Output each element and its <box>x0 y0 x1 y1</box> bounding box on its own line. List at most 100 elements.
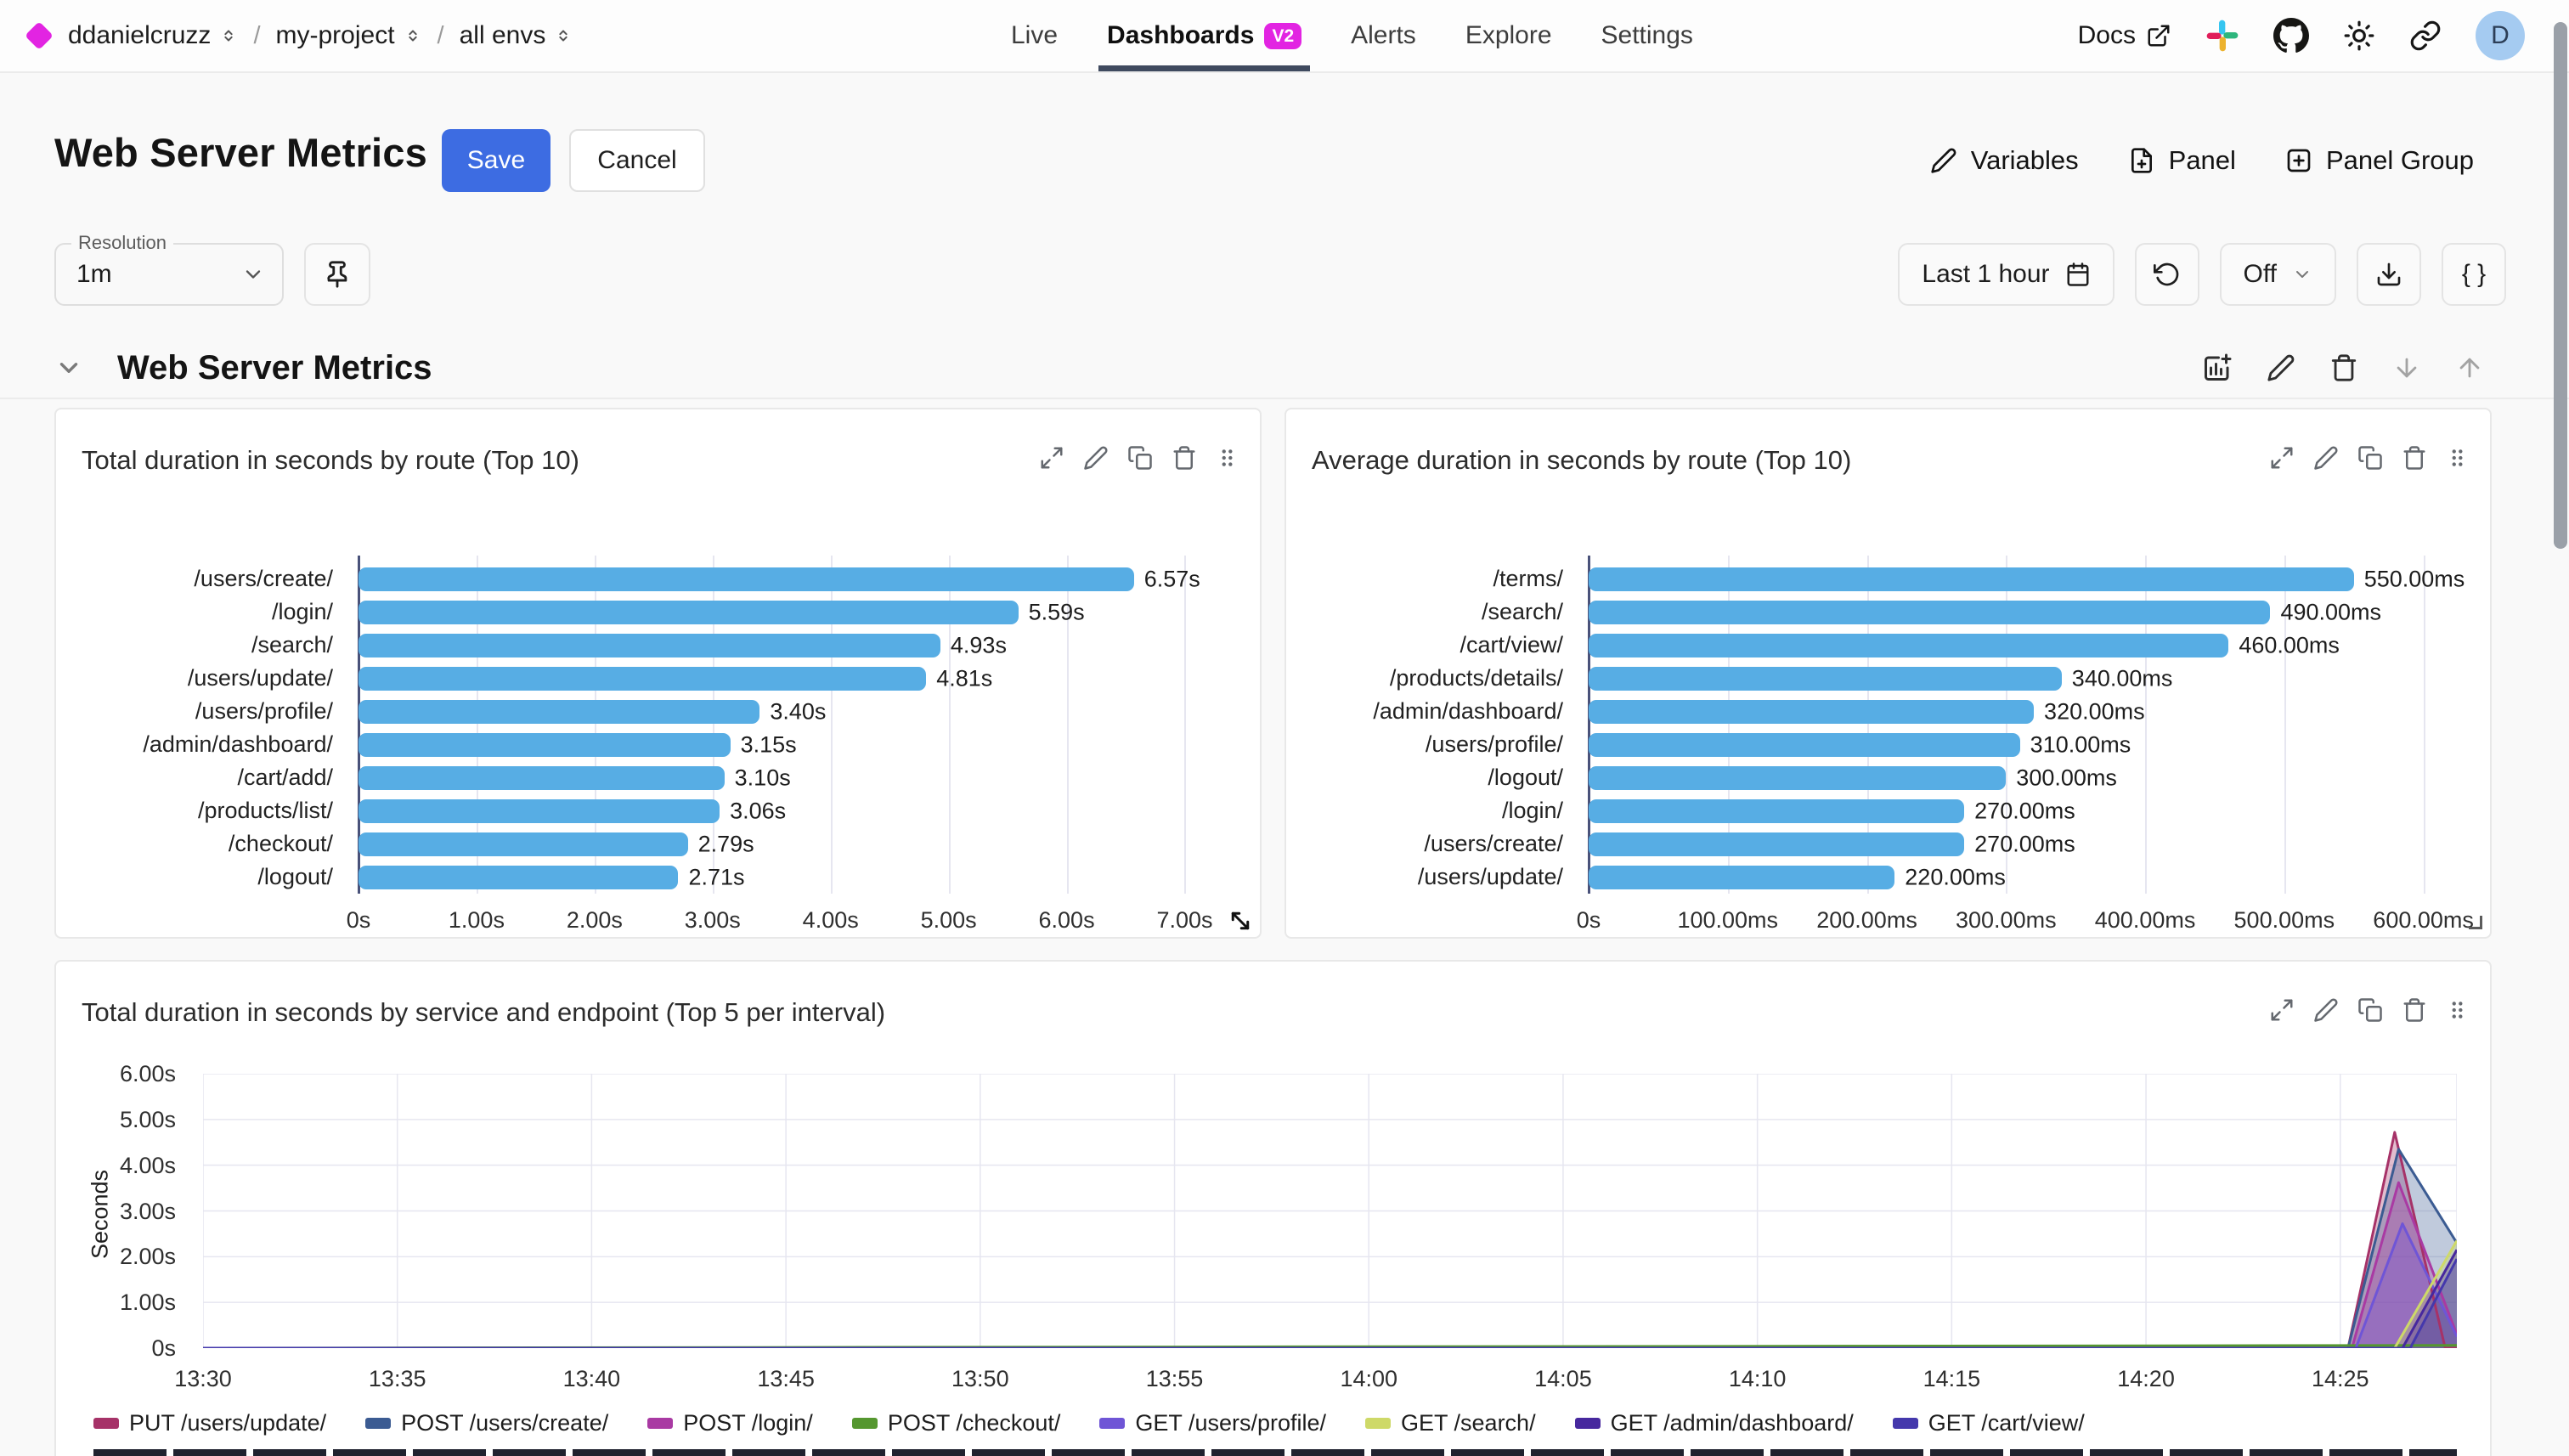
duplicate-panel-icon[interactable] <box>2357 997 2383 1023</box>
drag-handle-icon[interactable] <box>2446 997 2468 1023</box>
bar[interactable] <box>359 600 1019 624</box>
y-axis-ticks: 0s 1.00s 2.00s 3.00s 4.00s 5.00s 6.00s <box>56 962 176 1456</box>
project-selector[interactable]: my-project <box>276 21 422 50</box>
chevron-down-icon <box>2296 271 2308 278</box>
vertical-scrollbar[interactable] <box>2554 22 2567 549</box>
slack-link[interactable] <box>2205 19 2239 53</box>
bar[interactable] <box>359 567 1134 591</box>
add-panel-group-button[interactable]: Panel Group <box>2285 145 2474 176</box>
legend-item[interactable]: GET /admin/dashboard/ <box>1574 1410 1854 1436</box>
bar[interactable] <box>359 765 725 790</box>
move-section-down-icon[interactable] <box>2392 353 2421 382</box>
legend-item[interactable]: GET /search/ <box>1365 1410 1536 1436</box>
tab-live[interactable]: Live <box>1011 0 1058 71</box>
legend-item[interactable]: GET /cart/view/ <box>1892 1410 2085 1436</box>
bar-value-label: 3.15s <box>740 731 797 757</box>
duplicate-panel-icon[interactable] <box>2357 445 2383 471</box>
bar[interactable] <box>1589 699 2035 724</box>
x-tick-label: 13:35 <box>368 1366 426 1391</box>
gridline <box>1066 556 1069 894</box>
bar[interactable] <box>1589 732 2020 757</box>
add-chart-icon[interactable] <box>2202 353 2233 383</box>
v2-badge: V2 <box>1264 22 1302 49</box>
bar[interactable] <box>1589 666 2062 691</box>
delete-section-icon[interactable] <box>2329 353 2358 382</box>
cancel-button[interactable]: Cancel <box>569 129 705 192</box>
bar[interactable] <box>1589 600 2271 624</box>
series-area <box>203 1223 2457 1348</box>
env-selector[interactable]: all envs <box>460 21 573 50</box>
tab-settings[interactable]: Settings <box>1601 0 1693 71</box>
legend-item[interactable]: POST /users/create/ <box>365 1410 608 1436</box>
bar[interactable] <box>359 832 688 856</box>
share-link-button[interactable] <box>2409 20 2442 52</box>
delete-panel-icon[interactable] <box>2402 445 2427 471</box>
theme-toggle[interactable] <box>2343 20 2375 52</box>
bar[interactable] <box>1589 799 1965 823</box>
section-actions <box>2202 353 2484 383</box>
edit-section-icon[interactable] <box>2267 353 2295 382</box>
y-axis-line <box>358 556 360 894</box>
bar[interactable] <box>1589 633 2229 657</box>
panel-title: Average duration in seconds by route (To… <box>1312 445 1852 475</box>
series-area <box>203 1182 2457 1348</box>
save-button[interactable]: Save <box>442 129 550 192</box>
auto-refresh-select[interactable]: Off <box>2219 243 2336 306</box>
x-tick-label: 6.00s <box>1038 907 1095 933</box>
edit-panel-icon[interactable] <box>1083 445 1109 471</box>
x-tick-label: 0s <box>1576 907 1601 933</box>
fullscreen-icon[interactable] <box>2269 997 2295 1023</box>
edit-panel-icon[interactable] <box>2313 997 2339 1023</box>
resize-handle[interactable] <box>2469 916 2482 929</box>
y-tick-label: 3.00s <box>119 1198 176 1224</box>
add-panel-button[interactable]: Panel <box>2128 145 2236 176</box>
edit-panel-icon[interactable] <box>2313 445 2339 471</box>
user-avatar[interactable]: D <box>2476 11 2525 60</box>
bar[interactable] <box>359 633 940 657</box>
brand-logo-icon <box>25 21 54 50</box>
export-button[interactable] <box>2357 243 2421 306</box>
bar[interactable] <box>359 732 731 757</box>
docs-link[interactable]: Docs <box>2078 21 2171 50</box>
category-label: /products/list/ <box>197 798 333 823</box>
tab-dashboards[interactable]: Dashboards V2 <box>1098 0 1311 71</box>
bar[interactable] <box>359 865 679 889</box>
bar[interactable] <box>1589 865 1895 889</box>
category-label: /terms/ <box>1493 566 1563 591</box>
fullscreen-icon[interactable] <box>2269 445 2295 471</box>
select-caret-icon <box>408 30 417 42</box>
bar-row: /admin/dashboard/3.15s <box>82 728 1238 761</box>
drag-handle-icon[interactable] <box>2446 445 2468 471</box>
bar[interactable] <box>1589 765 2007 790</box>
drag-handle-icon[interactable] <box>1216 445 1238 471</box>
refresh-button[interactable] <box>2134 243 2199 306</box>
delete-panel-icon[interactable] <box>1172 445 1197 471</box>
time-range-button[interactable]: Last 1 hour <box>1898 243 2114 306</box>
bar[interactable] <box>1589 832 1965 856</box>
legend-item[interactable]: POST /checkout/ <box>851 1410 1060 1436</box>
gridline <box>948 556 951 894</box>
collapse-section-button[interactable] <box>54 353 83 382</box>
resize-cursor-icon[interactable] <box>1228 908 1253 934</box>
github-link[interactable] <box>2273 18 2309 54</box>
delete-panel-icon[interactable] <box>2402 997 2427 1023</box>
json-view-button[interactable]: { } <box>2442 243 2506 306</box>
duplicate-panel-icon[interactable] <box>1127 445 1153 471</box>
move-section-up-icon[interactable] <box>2455 353 2484 382</box>
bar[interactable] <box>359 666 927 691</box>
resolution-select[interactable]: Resolution 1m <box>54 232 284 306</box>
bar[interactable] <box>359 799 720 823</box>
tab-explore[interactable]: Explore <box>1465 0 1552 71</box>
bar[interactable] <box>359 699 760 724</box>
legend-item[interactable]: POST /login/ <box>647 1410 813 1436</box>
fullscreen-icon[interactable] <box>1039 445 1064 471</box>
bar[interactable] <box>1589 567 2354 591</box>
legend-item[interactable]: GET /users/profile/ <box>1099 1410 1326 1436</box>
bar-row: /cart/add/3.10s <box>82 761 1238 794</box>
tab-alerts[interactable]: Alerts <box>1351 0 1416 71</box>
pin-attributes-button[interactable] <box>304 243 370 306</box>
org-selector[interactable]: ddanielcruzz <box>68 21 238 50</box>
legend-item[interactable]: PUT /users/update/ <box>93 1410 326 1436</box>
variables-button[interactable]: Variables <box>1930 145 2079 176</box>
top-right-actions: Docs D <box>2078 0 2525 71</box>
